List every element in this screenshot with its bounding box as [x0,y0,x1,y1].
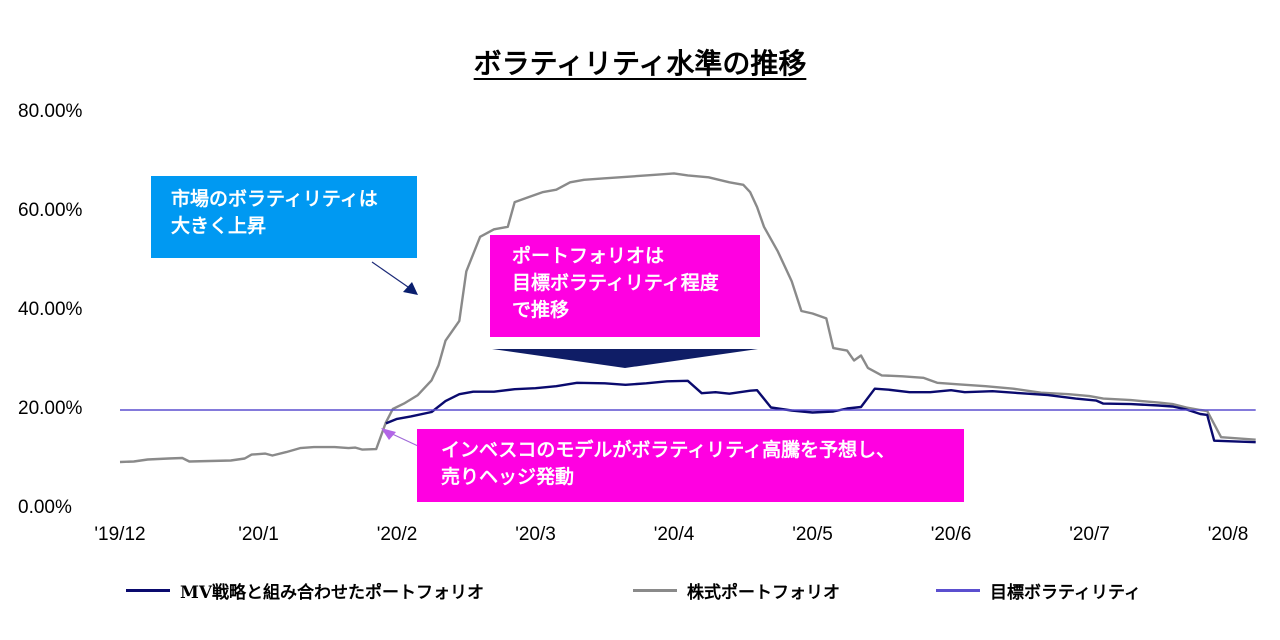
x-tick-label: '19/12 [94,524,146,545]
arrow-market-line [371,261,409,288]
legend-item-mv-portfolio: MV戦略と組み合わせたポートフォリオ [126,578,485,603]
x-tick-label: '20/3 [515,524,556,545]
chart-title: ボラティリティ水準の推移 [473,47,807,80]
legend: MV戦略と組み合わせたポートフォリオ 株式ポートフォリオ 目標ボラティリティ [0,578,1280,603]
x-tick-label: '20/2 [376,524,418,545]
annotation-line: で推移 [512,299,570,321]
arrow-invesco-head [381,428,396,440]
y-tick-label: 0.00% [18,497,72,518]
x-tick-label: '20/4 [653,524,695,545]
y-tick-label: 20.00% [18,398,83,419]
legend-label: 株式ポートフォリオ [687,582,840,603]
annotation-line: ポートフォリオは [512,245,665,267]
x-tick-label: '20/1 [238,524,279,545]
legend-label: MV戦略と組み合わせたポートフォリオ [180,582,485,603]
annotation-line: 大きく上昇 [171,215,267,237]
series-layer [119,172,1256,464]
series-line-0 [385,379,1256,444]
annotation-line: 目標ボラティリティ程度 [512,272,719,294]
arrow-portfolio-head [492,349,758,368]
arrow-layer [371,261,758,447]
x-tick-label: '20/6 [930,524,972,545]
annotation-line: インベスコのモデルがボラティリティ高騰を予想し、 [441,439,896,461]
x-tick-label: '20/5 [792,524,833,545]
annotation-line: 市場のボラティリティは [171,188,378,210]
arrow-market-head [403,282,418,295]
legend-swatch [126,588,170,592]
series-line-1 [119,172,1256,464]
annotation-line: 売りヘッジ発動 [441,466,575,488]
annotation-market-volatility: 市場のボラティリティは 大きく上昇 [151,176,417,258]
legend-label: 目標ボラティリティ [990,582,1141,603]
legend-swatch [633,588,677,592]
y-tick-label: 40.00% [18,299,83,320]
y-tick-label: 80.00% [18,101,83,122]
x-tick-label: '20/7 [1069,524,1110,545]
x-tick-label: '20/8 [1207,524,1249,545]
legend-item-equity-portfolio: 株式ポートフォリオ [633,578,840,603]
legend-swatch [936,588,980,592]
legend-item-target-volatility: 目標ボラティリティ [936,578,1141,603]
y-tick-label: 60.00% [18,200,83,221]
annotation-portfolio: ポートフォリオは 目標ボラティリティ程度 で推移 [490,235,760,337]
annotation-invesco-model: インベスコのモデルがボラティリティ高騰を予想し、 売りヘッジ発動 [417,429,964,502]
